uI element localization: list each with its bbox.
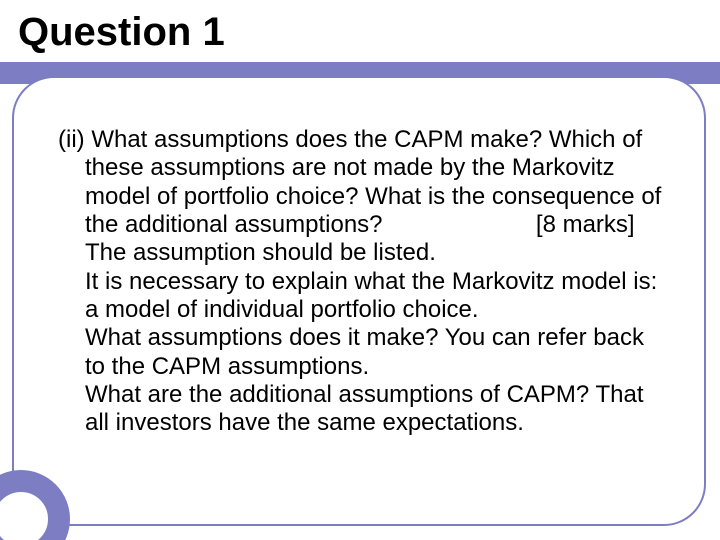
answer-line-7: all investors have the same expectations… xyxy=(58,409,666,437)
question-line-4-text: the additional assumptions? xyxy=(85,211,383,238)
slide: Question 1 (ii) What assumptions does th… xyxy=(0,0,720,540)
answer-line-4: What assumptions does it make? You can r… xyxy=(58,324,666,352)
answer-line-5: to the CAPM assumptions. xyxy=(58,353,666,381)
question-line-3: model of portfolio choice? What is the c… xyxy=(58,183,666,211)
question-line-1: (ii) What assumptions does the CAPM make… xyxy=(58,126,666,154)
answer-line-2: It is necessary to explain what the Mark… xyxy=(58,268,666,296)
marks-label: [8 marks] xyxy=(536,211,635,239)
answer-line-1: The assumption should be listed. xyxy=(58,239,666,267)
question-line-4: the additional assumptions? [8 marks] xyxy=(58,211,666,239)
slide-title: Question 1 xyxy=(18,10,225,55)
question-line-2: these assumptions are not made by the Ma… xyxy=(58,154,666,182)
answer-line-3: a model of individual portfolio choice. xyxy=(58,296,666,324)
content-text-block: (ii) What assumptions does the CAPM make… xyxy=(58,126,666,437)
answer-line-6: What are the additional assumptions of C… xyxy=(58,381,666,409)
